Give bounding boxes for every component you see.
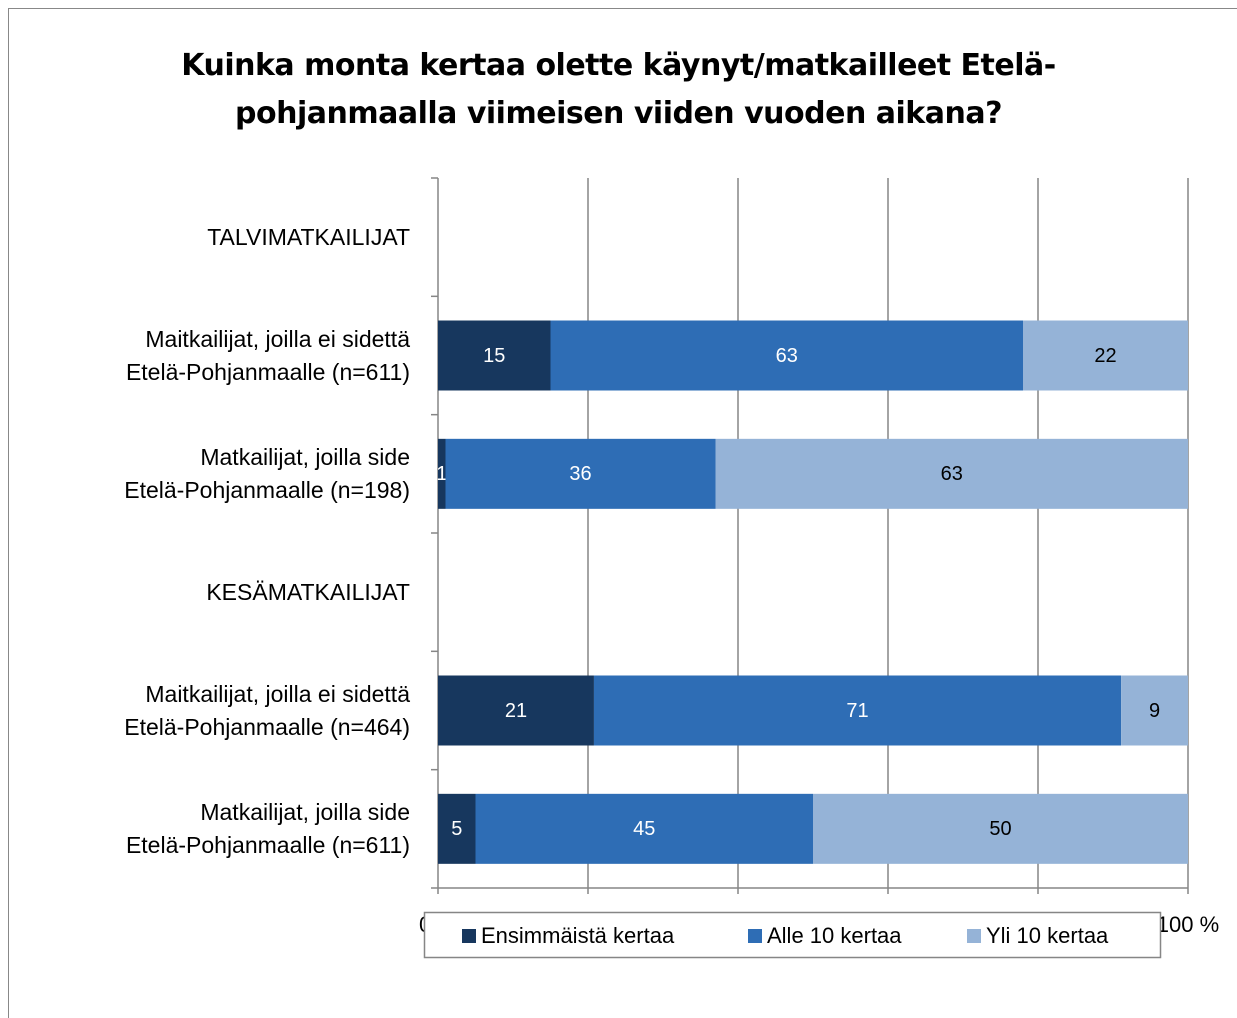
y-tick-label: TALVIMATKAILIJAT: [207, 223, 410, 250]
data-label: 63: [941, 463, 963, 485]
chart-border: [8, 8, 1237, 1018]
bar: [438, 793, 476, 864]
data-label: 15: [483, 345, 505, 367]
legend-label: Yli 10 kertaa: [986, 923, 1109, 948]
legend-box: [423, 911, 1162, 959]
x-tick-label: 100 %: [1157, 912, 1219, 937]
data-label: 36: [569, 463, 591, 485]
data-label: 5: [451, 818, 462, 840]
legend-swatch: [462, 929, 476, 943]
y-tick-label: Maitkailijat, joilla ei sidettä Etelä-Po…: [125, 325, 410, 385]
data-label: 50: [989, 818, 1011, 840]
data-label: 9: [1149, 700, 1160, 722]
y-tick-label: Matkailijat, joilla side Etelä-Pohjanmaa…: [125, 798, 410, 858]
data-label: 21: [505, 700, 527, 722]
y-tick-label: Matkailijat, joilla side Etelä-Pohjanmaa…: [124, 443, 410, 503]
bar: [1023, 320, 1188, 391]
data-label: 71: [846, 700, 868, 722]
y-tick-label: Maitkailijat, joilla ei sidettä Etelä-Po…: [124, 680, 410, 740]
legend-swatch: [748, 929, 762, 943]
bar: [813, 793, 1188, 864]
data-label: 63: [776, 345, 798, 367]
bar: [715, 438, 1188, 509]
legend-swatch: [967, 929, 981, 943]
data-label: 45: [633, 818, 655, 840]
bar: [1121, 675, 1188, 746]
bar: [438, 320, 551, 391]
bar: [438, 438, 446, 509]
legend-label: Alle 10 kertaa: [767, 923, 902, 948]
bar: [475, 793, 813, 864]
chart-title: Kuinka monta kertaa olette käynyt/matkai…: [181, 48, 1056, 131]
bar: [438, 675, 594, 746]
bar: [445, 438, 716, 509]
y-tick-label: KESÄMATKAILIJAT: [206, 578, 410, 605]
bar: [593, 675, 1122, 746]
legend-label: Ensimmäistä kertaa: [481, 923, 675, 948]
data-label: 1: [436, 463, 447, 485]
bar: [550, 320, 1023, 391]
data-label: 22: [1094, 345, 1116, 367]
